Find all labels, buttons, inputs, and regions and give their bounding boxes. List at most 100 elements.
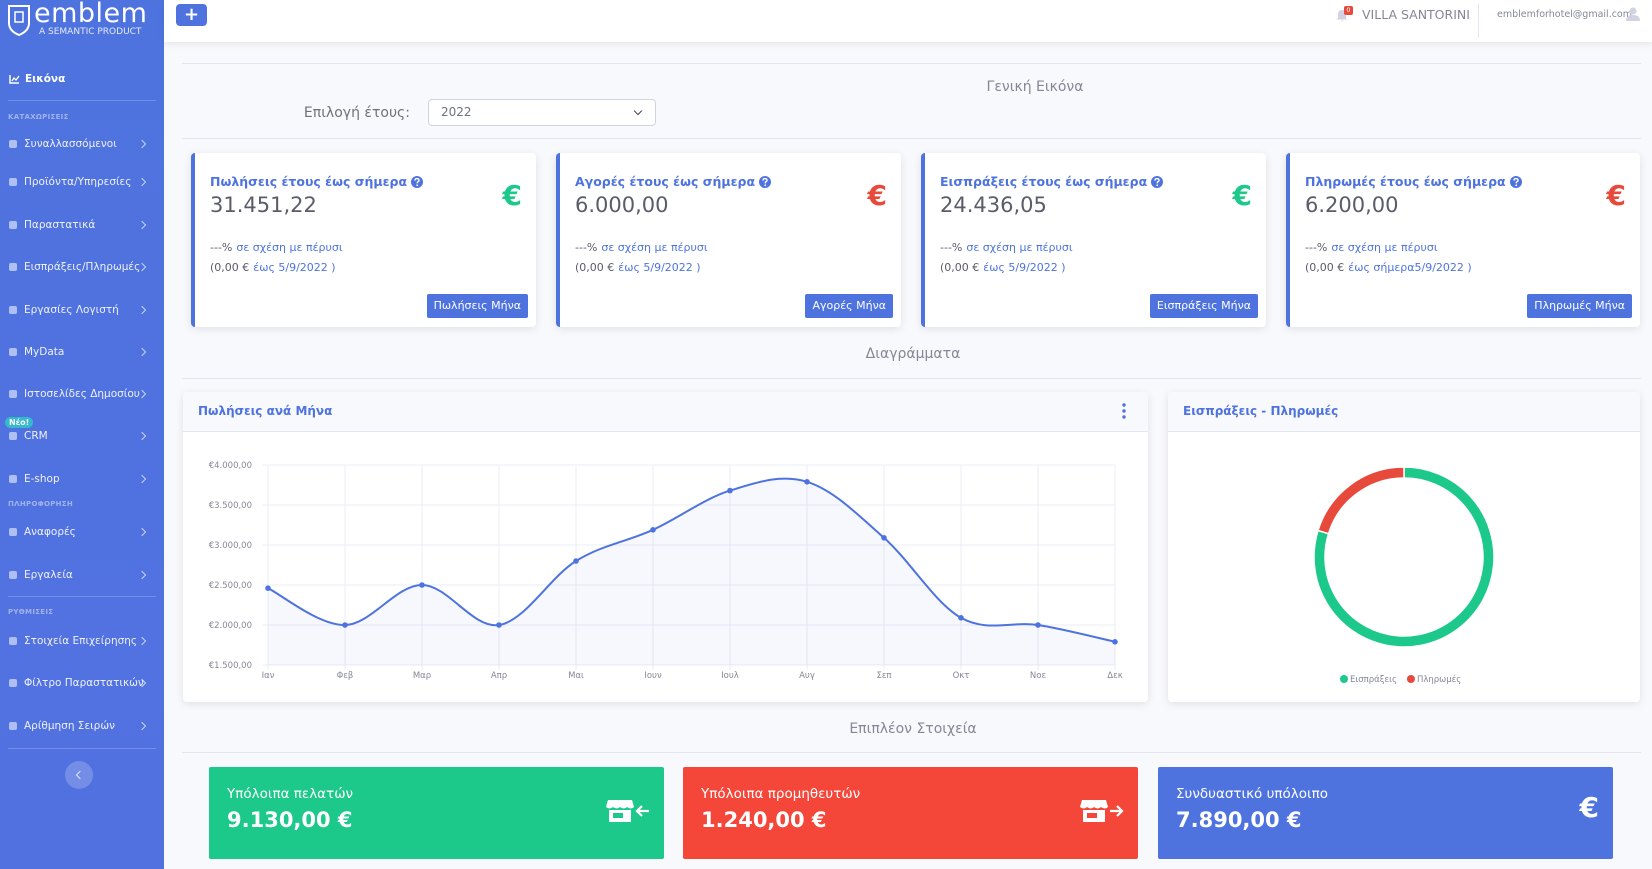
menu-item[interactable]: Εργασίες Λογιστή <box>24 304 119 316</box>
menu-heading: ΡΥΘΜΙΣΕΙΣ <box>8 608 54 616</box>
shield-mark <box>14 11 24 23</box>
chart-menu[interactable] <box>1121 403 1127 419</box>
company-name[interactable]: VILLA SANTORINI <box>1362 7 1470 22</box>
card-icon: € <box>502 179 522 212</box>
card-value: 24.436,05 <box>940 193 1047 217</box>
topbar-divider <box>1478 4 1479 38</box>
menu-icon <box>9 475 17 483</box>
chevron <box>137 431 147 441</box>
card-button[interactable]: Αγορές Μήνα <box>805 294 893 318</box>
menu-item[interactable]: Αρίθμηση Σειρών <box>24 720 115 732</box>
divider <box>8 100 156 101</box>
prior-date: έως 5/9/2022 ) <box>618 261 701 274</box>
help-dot <box>1515 184 1518 187</box>
user-email[interactable]: emblemforhotel@gmail.com <box>1497 9 1632 20</box>
change-line: ---% σε σχέση με πέρυσι <box>940 241 1073 254</box>
menu-heading: ΚΑΤΑΧΩΡΙΣΕΙΣ <box>8 113 69 121</box>
help-mark <box>1513 177 1519 184</box>
menu-item[interactable]: Στοιχεία Επιχείρησης <box>24 635 138 647</box>
menu-item[interactable]: Φίλτρο Παραστατικών <box>24 677 144 689</box>
prior-line: (0,00 € έως 5/9/2022 ) <box>575 261 701 274</box>
user-icon <box>1626 7 1640 21</box>
menu-icon <box>9 221 17 229</box>
page-title: Γενική Εικόνα <box>986 79 1084 95</box>
menu-item[interactable]: Παραστατικά <box>24 219 96 231</box>
menu-item[interactable]: Αναφορές <box>24 526 76 538</box>
balance-icon: € <box>1579 791 1599 824</box>
badge-new: Νέο! <box>5 417 34 428</box>
change-text: σε σχέση με πέρυσι <box>236 241 343 254</box>
menu-item[interactable]: E-shop <box>24 473 60 485</box>
collapse-button[interactable] <box>65 761 93 789</box>
chart-header <box>183 392 1148 432</box>
y-tick-label: €3.500,00 <box>209 501 252 511</box>
logo: emblem <box>34 0 148 29</box>
menu-item[interactable]: Εισπράξεις/Πληρωμές <box>24 261 141 273</box>
balance-title: Υπόλοιπα προμηθευτών <box>701 786 861 802</box>
summary-card: Εισπράξεις έτους έως σήμερα 24.436,05 € ---… <box>921 153 1266 327</box>
chevron <box>137 139 147 149</box>
menu-item-active[interactable]: Εικόνα <box>25 73 66 85</box>
menu-item[interactable]: Εργαλεία <box>24 569 73 581</box>
card-title: Αγορές έτους έως σήμερα <box>575 174 756 189</box>
chart-icon-line <box>9 75 19 84</box>
chart-icon-trend <box>11 75 20 82</box>
x-tick-label: Ιαν <box>262 671 275 681</box>
balance-title: Συνδυαστικό υπόλοιπο <box>1176 786 1329 802</box>
area <box>268 478 1115 665</box>
chevron <box>137 570 147 580</box>
menu-dot <box>1122 403 1126 407</box>
menu-item[interactable]: Συναλλασσόμενοι <box>24 138 117 150</box>
menu-item[interactable]: MyData <box>24 346 65 358</box>
x-tick-label: Μαρ <box>413 671 431 681</box>
menu-item[interactable]: CRM <box>24 430 48 442</box>
balance-value: 9.130,00 € <box>227 808 353 832</box>
legend-swatch <box>1340 675 1348 683</box>
menu-dot <box>1122 409 1126 413</box>
year-select[interactable]: 2022 <box>428 99 656 126</box>
prior-date: έως 5/9/2022 ) <box>253 261 336 274</box>
y-tick-label: €3.000,00 <box>209 541 252 551</box>
legend-label: Εισπράξεις <box>1350 675 1397 685</box>
balance-value: 1.240,00 € <box>701 808 827 832</box>
year-label: Επιλογή έτους: <box>303 105 410 121</box>
card-title: Εισπράξεις έτους έως σήμερα <box>940 174 1148 189</box>
x-tick-label: Αυγ <box>799 671 815 681</box>
card-icon: € <box>1232 179 1252 212</box>
help-mark <box>414 177 420 184</box>
menu-dot <box>1122 415 1126 419</box>
card-button[interactable]: Πληρωμές Μήνα <box>1527 294 1632 318</box>
x-tick-label: Νοε <box>1030 671 1047 681</box>
legend-label: Πληρωμές <box>1417 674 1461 685</box>
chart-card: Εισπράξεις - Πληρωμές Εισπράξεις Πληρωμές <box>1168 392 1640 702</box>
card-value: 6.000,00 <box>575 193 669 217</box>
summary-card: Πωλήσεις έτους έως σήμερα 31.451,22 € ---% σ… <box>191 153 536 327</box>
chevron <box>137 721 147 731</box>
card-icon: € <box>867 179 887 212</box>
notification-badge[interactable]: 0 <box>1344 6 1353 15</box>
x-tick-label: Φεβ <box>337 671 354 681</box>
point <box>342 622 348 628</box>
point <box>1035 622 1041 628</box>
awning <box>1080 800 1108 809</box>
shield <box>8 5 30 37</box>
tagline: A SEMANTIC PRODUCT <box>39 27 142 37</box>
menu-item[interactable]: Ιστοσελίδες Δημοσίου <box>24 388 140 400</box>
y-tick-label: €2.000,00 <box>209 621 252 631</box>
add-button[interactable]: + <box>176 4 207 26</box>
help-dot <box>764 184 767 187</box>
card-button[interactable]: Εισπράξεις Μήνα <box>1149 294 1258 318</box>
point <box>881 535 887 541</box>
section-divider <box>182 63 1641 64</box>
store-arrow <box>1110 805 1124 817</box>
card-value: 31.451,22 <box>210 193 317 217</box>
menu-icon <box>9 722 17 730</box>
prior-date: έως σήμερα5/9/2022 ) <box>1348 261 1472 274</box>
store-icon <box>1080 800 1124 822</box>
point <box>958 615 964 621</box>
donut-segment <box>1317 466 1405 535</box>
card-button[interactable]: Πωλήσεις Μήνα <box>426 294 528 318</box>
menu-icon <box>9 571 17 579</box>
store-window <box>1087 813 1097 818</box>
menu-item[interactable]: Προϊόντα/Υπηρεσίες <box>24 176 132 188</box>
